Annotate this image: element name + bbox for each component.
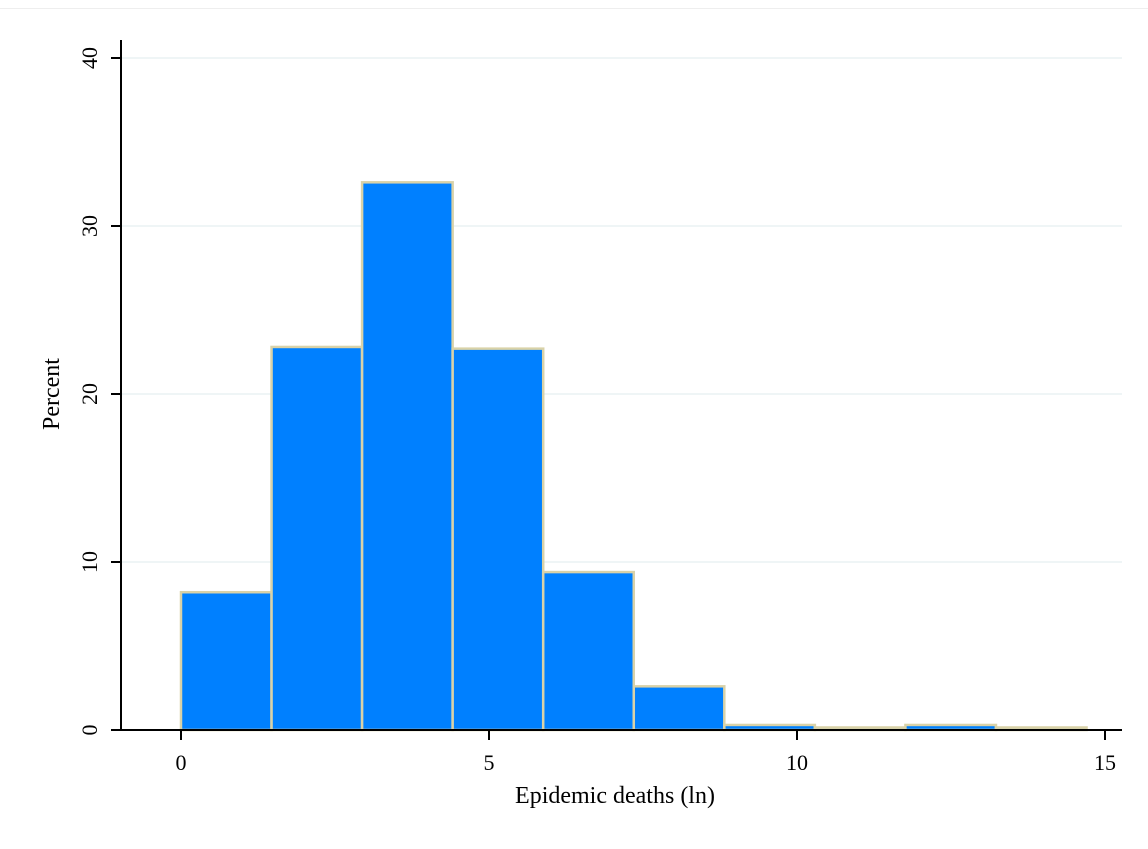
x-tick-label: 15 — [1094, 750, 1116, 775]
y-tick-label: 0 — [77, 725, 102, 736]
histogram-bar — [451, 347, 545, 732]
tick-labels: 0 10 20 30 40 0 5 10 15 — [77, 47, 1116, 775]
x-tick-label: 0 — [176, 750, 187, 775]
x-tick-label: 5 — [484, 750, 495, 775]
y-tick-label: 10 — [77, 551, 102, 573]
histogram-bar — [360, 181, 454, 732]
histogram-bar — [632, 685, 726, 732]
histogram-bar — [179, 590, 273, 732]
y-tick-label: 30 — [77, 215, 102, 237]
histogram-bar — [541, 570, 636, 732]
histogram-bar — [270, 345, 364, 732]
axes — [111, 40, 1122, 740]
top-divider — [0, 8, 1148, 9]
x-tick-label: 10 — [786, 750, 808, 775]
y-axis-title: Percent — [39, 358, 65, 430]
histogram-bars — [179, 181, 1088, 732]
y-tick-label: 20 — [77, 383, 102, 405]
x-axis-title: Epidemic deaths (ln) — [515, 783, 715, 809]
y-tick-label: 40 — [77, 47, 102, 69]
